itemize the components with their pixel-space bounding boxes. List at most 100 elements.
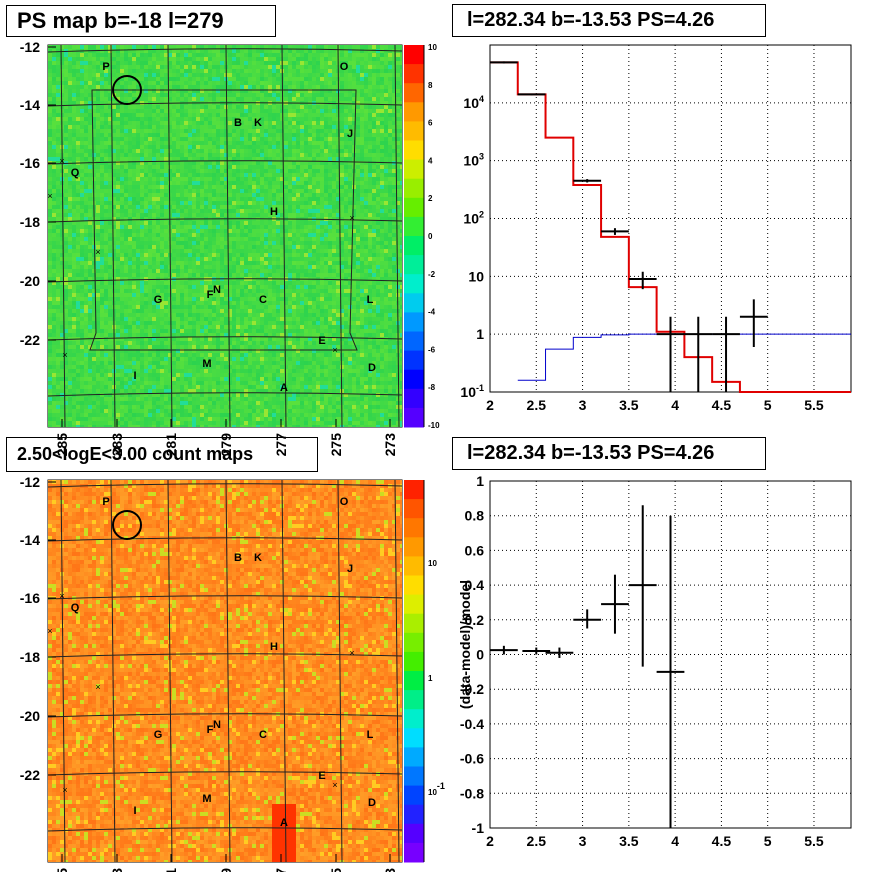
source-label-c: C (259, 729, 267, 741)
source-label-d: D (368, 362, 376, 374)
colorbar-tick-label: 4 (428, 156, 433, 165)
x-tick-label: 3 (579, 397, 587, 413)
source-label-g: G (154, 294, 163, 306)
y-tick-label: -12 (20, 39, 40, 55)
colorbar-segment (404, 766, 424, 787)
source-label-b: B (234, 117, 242, 129)
source-label-e: E (318, 335, 325, 347)
y-tick-label: 1 (476, 326, 484, 342)
colorbar-segment (404, 480, 424, 500)
x-tick-label: 273 (382, 868, 398, 872)
y-tick-label: -0.8 (460, 785, 484, 801)
colorbar-segment (404, 556, 424, 576)
x-tick-label: 3.5 (619, 833, 639, 849)
colorbar-tick-label: 2 (428, 194, 433, 203)
y-tick-label: -0.4 (460, 716, 484, 732)
x-marker: × (349, 648, 354, 658)
x-tick-label: 281 (163, 433, 179, 457)
y-tick-label: -16 (20, 590, 40, 606)
colorbar-segment (404, 499, 424, 519)
map-pixels (48, 45, 402, 427)
candidate-circle (112, 75, 142, 105)
y-tick-label: -14 (20, 532, 40, 548)
y-tick-label: 0 (476, 647, 484, 663)
x-tick-label: 4 (671, 397, 679, 413)
y-tick-label: 10 (468, 268, 484, 284)
colorbar-segment (404, 255, 424, 275)
y-tick-label: -22 (20, 767, 40, 783)
source-label-q: Q (71, 167, 80, 179)
y-tick-label: 102 (463, 210, 484, 227)
colorbar-segment (404, 369, 424, 390)
model-background-histogram (517, 333, 851, 381)
colorbar-segment (404, 804, 424, 825)
source-label-o: O (340, 496, 349, 508)
y-tick-label: 0.4 (465, 577, 485, 593)
x-tick-label: 283 (109, 868, 125, 872)
x-tick-label: 277 (273, 868, 289, 872)
colorbar-segment (404, 823, 424, 844)
source-label-m: M (202, 793, 211, 805)
x-tick-label: 2.5 (527, 397, 547, 413)
x-tick-label: 279 (218, 433, 234, 457)
y-tick-label: -12 (20, 474, 40, 490)
source-label-d: D (368, 797, 376, 809)
x-tick-label: 285 (54, 868, 70, 872)
source-label-i: I (133, 370, 136, 382)
colorbar-tick-label: 0 (428, 232, 433, 241)
x-marker: × (332, 345, 337, 355)
source-label-e: E (318, 770, 325, 782)
source-label-n: N (213, 719, 221, 731)
x-tick-label: 283 (109, 433, 125, 457)
y-tick-label: -16 (20, 155, 40, 171)
y-tick-label: 103 (463, 152, 484, 169)
colorbar-segment (404, 350, 424, 371)
colorbar-tick-label: -10 (428, 421, 440, 430)
colorbar-tick-label: -6 (428, 345, 436, 354)
colorbar-segment (404, 613, 424, 634)
exposure-box (89, 89, 358, 351)
colorbar-segment (404, 45, 424, 65)
y-axis-label: (data-model)/model (457, 580, 473, 709)
x-tick-label: 2 (486, 397, 494, 413)
x-tick-label: 3 (579, 833, 587, 849)
colorbar-segment (404, 518, 424, 538)
colorbar-segment (404, 331, 424, 352)
x-tick-label: 277 (273, 433, 289, 457)
source-label-g: G (154, 729, 163, 741)
colorbar-tick-label: 10 (428, 43, 437, 52)
y-tick-label: -14 (20, 97, 40, 113)
source-label-b: B (234, 552, 242, 564)
x-tick-label: 5.5 (804, 397, 824, 413)
candidate-circle (112, 510, 142, 540)
y-tick-label: -20 (20, 273, 40, 289)
y-tick-label: 1 (476, 473, 484, 489)
count-map-title: 2.50<logE<3.00 count maps (6, 437, 318, 472)
colorbar-segment (404, 312, 424, 332)
source-label-a: A (280, 817, 288, 829)
source-label-n: N (213, 284, 221, 296)
model-total-histogram (490, 61, 851, 393)
source-label-p: P (102, 61, 109, 73)
colorbar-tick-label: -2 (428, 270, 436, 279)
source-label-i: I (133, 805, 136, 817)
x-marker: × (332, 780, 337, 790)
x-marker: × (95, 682, 100, 692)
colorbar-segment (404, 64, 424, 84)
x-tick-label: 2 (486, 833, 494, 849)
colorbar-tick-label: 1 (428, 674, 433, 683)
colorbar-segment (404, 575, 424, 596)
x-tick-label: 285 (54, 433, 70, 457)
colorbar-segment (404, 159, 424, 180)
x-marker: × (47, 191, 52, 201)
colorbar-tick-label: 10-1 (428, 781, 445, 797)
source-label-h: H (270, 641, 278, 653)
y-tick-label: -18 (20, 649, 40, 665)
source-label-p: P (102, 496, 109, 508)
y-tick-label: -22 (20, 332, 40, 348)
map-pixels (48, 480, 402, 862)
colorbar-segment (404, 690, 424, 710)
